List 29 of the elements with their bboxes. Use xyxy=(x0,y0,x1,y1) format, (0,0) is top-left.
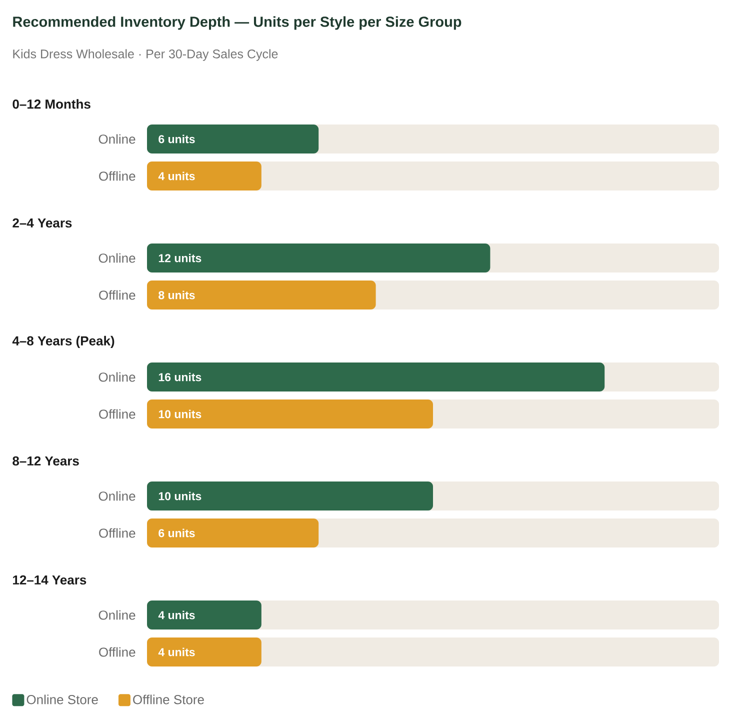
y-tick-label: 0–12 Months xyxy=(12,99,90,109)
text: Offline xyxy=(99,290,136,300)
data-label: 10 units xyxy=(158,492,202,500)
data-label: 6 units xyxy=(158,134,195,144)
chart-title: Recommended Inventory Depth — Units per Style per Size Group xyxy=(13,16,462,30)
data-label: 12 units xyxy=(158,254,202,262)
chart-subtitle: Kids Dress Wholesale · Per 30-Day Sales Cycle xyxy=(13,49,278,61)
data-label: 16 units xyxy=(158,372,202,382)
text: Offline xyxy=(99,647,136,657)
text: Online xyxy=(98,253,136,263)
data-label: 4 units xyxy=(158,610,195,620)
data-label: 4 units xyxy=(158,648,195,656)
legend-label: Offline Store xyxy=(133,694,204,704)
legend-label: Online Store xyxy=(26,694,98,704)
text: Offline xyxy=(99,171,136,181)
text: Offline xyxy=(99,409,136,419)
data-label: 6 units xyxy=(158,528,195,538)
y-tick-label: 12–14 Years xyxy=(13,575,86,585)
y-tick-label: 8–12 Years xyxy=(12,456,79,466)
text: Online xyxy=(98,134,136,144)
y-tick-label: 4–8 Years (Peak) xyxy=(12,336,114,348)
text: Offline xyxy=(99,528,136,538)
text: Online xyxy=(98,610,136,620)
data-label: 8 units xyxy=(158,290,195,300)
text: Online xyxy=(98,372,136,382)
y-tick-label: 2–4 Years xyxy=(12,218,72,228)
data-label: 10 units xyxy=(158,410,202,418)
text: Online xyxy=(98,491,136,501)
data-label: 4 units xyxy=(158,172,195,180)
